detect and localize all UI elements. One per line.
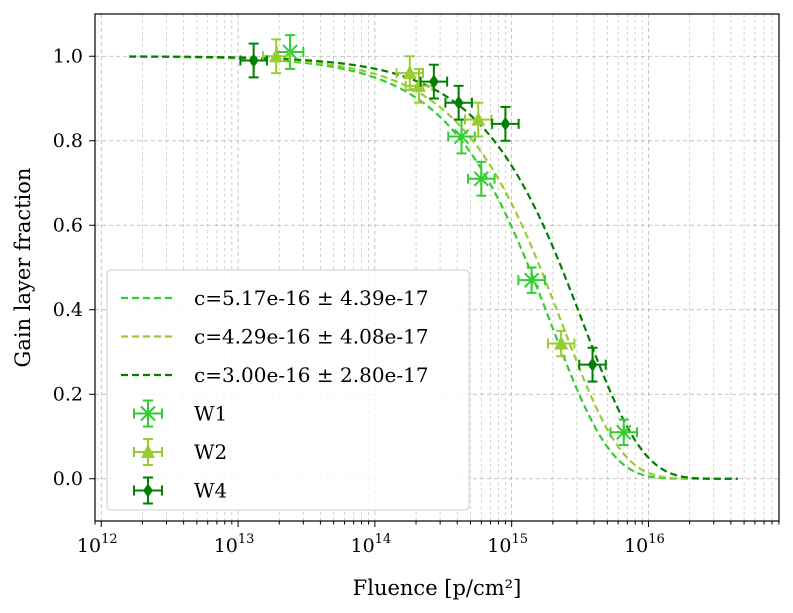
data-point-w2	[546, 329, 576, 358]
point-marker	[453, 128, 470, 145]
point-marker	[523, 272, 540, 288]
legend-item-fit-3: c=3.00e-16 ± 2.80e-17	[121, 363, 429, 387]
data-point-w4	[578, 346, 607, 383]
legend-label: c=3.00e-16 ± 2.80e-17	[194, 363, 429, 387]
y-tick-label: 0.8	[53, 130, 83, 152]
point-marker	[554, 335, 569, 350]
y-axis-label: Gain layer fraction	[11, 168, 35, 368]
legend-label: c=5.17e-16 ± 4.39e-17	[194, 286, 429, 310]
point-marker	[587, 357, 598, 372]
point-marker	[473, 171, 490, 187]
data-point-w1	[609, 418, 639, 446]
point-marker	[411, 77, 426, 92]
point-marker	[402, 65, 417, 80]
point-marker	[616, 424, 632, 440]
data-point-w2	[464, 101, 493, 138]
point-marker	[428, 74, 439, 89]
data-point-w1	[447, 118, 476, 155]
data-point-w1	[467, 160, 496, 197]
data-point-w4	[239, 42, 268, 79]
legend-item-fit-2: c=4.29e-16 ± 4.08e-17	[121, 325, 429, 349]
data-point-w4	[444, 84, 473, 121]
legend-marker	[141, 444, 155, 458]
legend-label: c=4.29e-16 ± 4.08e-17	[194, 325, 429, 349]
point-marker	[453, 95, 464, 110]
x-tick-label: 1015	[487, 532, 528, 557]
legend-item-w1: W1	[133, 399, 227, 428]
legend-box	[106, 269, 470, 511]
y-tick-label: 0.6	[53, 214, 83, 236]
point-marker	[248, 53, 259, 68]
point-marker	[471, 111, 486, 126]
point-marker	[269, 48, 284, 63]
point-marker	[500, 116, 511, 131]
axis-ticks: 1012 1013 1014 1015 1016 0.0 0.2 0.4 0.6 0.8 1.0	[53, 45, 780, 557]
x-tick-label: 1014	[350, 532, 391, 557]
y-tick-label: 0.0	[53, 468, 83, 490]
legend-marker	[140, 405, 156, 422]
legend-item-fit-1: c=5.17e-16 ± 4.39e-17	[121, 286, 429, 310]
x-tick-label: 1016	[624, 532, 665, 557]
legend-marker	[143, 483, 153, 498]
data-point-w4	[491, 105, 520, 142]
x-tick-label: 1012	[77, 532, 118, 557]
y-tick-label: 0.2	[53, 383, 83, 405]
legend-item-w2: W2	[133, 438, 227, 466]
y-tick-label: 0.4	[53, 299, 83, 321]
data-point-w1	[517, 266, 546, 294]
legend-label: W2	[194, 440, 227, 464]
legend-label: W4	[194, 479, 227, 503]
x-tick-label: 1013	[214, 532, 255, 557]
legend-label: W1	[194, 402, 227, 426]
plot-frame	[94, 13, 780, 522]
data-point-w4	[419, 63, 449, 100]
legend: c=5.17e-16 ± 4.39e-17 c=4.29e-16 ± 4.08e-…	[106, 269, 470, 511]
x-axis-label: Fluence [p/cm²]	[353, 576, 522, 600]
y-tick-label: 1.0	[53, 45, 83, 67]
data-points	[239, 34, 639, 446]
legend-item-w4: W4	[133, 476, 227, 505]
